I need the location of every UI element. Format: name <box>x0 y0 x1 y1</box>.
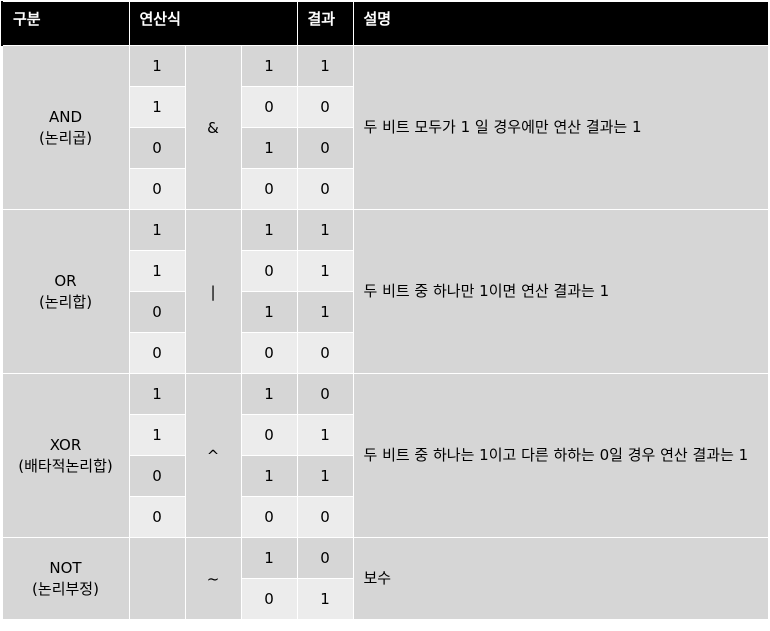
operator-cell: & <box>184 45 242 210</box>
category-cell-not: NOT (논리부정) <box>1 537 130 620</box>
result-value: 0 <box>296 127 354 169</box>
operator-cell: | <box>184 209 242 374</box>
result-value: 1 <box>296 45 354 87</box>
description-cell: 두 비트 모두가 1 일 경우에만 연산 결과는 1 <box>352 45 769 210</box>
category-name: XOR <box>49 435 82 454</box>
category-alias: (논리합) <box>38 292 93 311</box>
result-value: 0 <box>296 332 354 374</box>
operand-b: 1 <box>240 209 298 251</box>
category-name: NOT <box>49 558 82 577</box>
result-value: 1 <box>296 414 354 456</box>
operand-b: 0 <box>240 168 298 210</box>
result-value: 1 <box>296 291 354 333</box>
table-row: 0 0 0 <box>2 496 769 538</box>
operand-a: 0 <box>128 291 186 333</box>
operand-b: 0 <box>240 250 298 292</box>
operand-a: 1 <box>128 86 186 128</box>
result-value: 1 <box>296 578 354 620</box>
operand-b: 1 <box>240 455 298 497</box>
operand-a: 1 <box>128 45 186 87</box>
operand-b: 1 <box>240 127 298 169</box>
operand-a: 1 <box>128 209 186 251</box>
category-alias: (논리부정) <box>32 579 99 598</box>
description-cell: 두 비트 중 하나만 1이면 연산 결과는 1 <box>352 209 769 374</box>
result-value: 1 <box>296 209 354 251</box>
operand-a: 1 <box>128 250 186 292</box>
table-row: NOT (논리부정) ~ 1 0 보수 <box>1 537 769 620</box>
result-value: 0 <box>296 168 354 210</box>
bitwise-operator-table: 구분 연산식 결과 설명 AND (논리곱) 1 & 1 1 두 비트 모두가 … <box>1 1 769 620</box>
table-header-row: 구분 연산식 결과 설명 <box>1 1 769 46</box>
operand-b: 1 <box>240 373 298 415</box>
category-alias: (논리곱) <box>38 128 93 147</box>
table-row: 1 0 0 <box>2 86 769 128</box>
category-alias: (배타적논리합) <box>18 456 113 475</box>
description-cell: 두 비트 중 하나는 1이고 다른 하하는 0일 경우 연산 결과는 1 <box>352 373 769 538</box>
category-name: OR <box>54 271 77 290</box>
header-result: 결과 <box>296 1 354 46</box>
operand-b: 0 <box>240 414 298 456</box>
table-row: 0 1 1 <box>2 291 769 333</box>
operand-a: 1 <box>128 373 186 415</box>
table-row: 0 1 1 <box>2 455 769 497</box>
table-row: OR (논리합) 1 | 1 1 두 비트 중 하나만 1이면 연산 결과는 1 <box>1 209 769 374</box>
category-cell-or: OR (논리합) <box>1 209 130 374</box>
operand-a-empty <box>128 537 186 620</box>
table-row: 1 0 1 <box>2 414 769 456</box>
operand-b: 1 <box>240 291 298 333</box>
header-category: 구분 <box>1 1 130 46</box>
operator-cell: ~ <box>184 537 242 620</box>
category-cell-and: AND (논리곱) <box>1 45 130 210</box>
operand-a: 0 <box>128 455 186 497</box>
operand-b: 1 <box>240 537 298 579</box>
operand-b: 1 <box>240 45 298 87</box>
table-row: 1 0 1 <box>2 250 769 292</box>
operand-b: 0 <box>240 578 298 620</box>
result-value: 0 <box>296 537 354 579</box>
table-row: XOR (배타적논리합) 1 ^ 1 0 두 비트 중 하나는 1이고 다른 하… <box>1 373 769 538</box>
header-description: 설명 <box>352 1 769 46</box>
table-row: 0 0 0 <box>2 168 769 210</box>
operand-b: 0 <box>240 86 298 128</box>
table-row: 0 1 0 <box>2 127 769 169</box>
result-value: 0 <box>296 496 354 538</box>
operator-cell: ^ <box>184 373 242 538</box>
table-row: AND (논리곱) 1 & 1 1 두 비트 모두가 1 일 경우에만 연산 결… <box>1 45 769 210</box>
description-cell: 보수 <box>352 537 769 620</box>
table-row: 0 0 0 <box>2 332 769 374</box>
operand-a: 0 <box>128 496 186 538</box>
category-name: AND <box>48 107 83 126</box>
result-value: 1 <box>296 250 354 292</box>
operand-a: 0 <box>128 168 186 210</box>
category-cell-xor: XOR (배타적논리합) <box>1 373 130 538</box>
operand-b: 0 <box>240 496 298 538</box>
operand-b: 0 <box>240 332 298 374</box>
header-expression: 연산식 <box>128 1 298 46</box>
operand-a: 0 <box>128 332 186 374</box>
operand-a: 1 <box>128 414 186 456</box>
result-value: 0 <box>296 86 354 128</box>
table-row: 0 1 <box>2 578 769 620</box>
operand-a: 0 <box>128 127 186 169</box>
result-value: 0 <box>296 373 354 415</box>
result-value: 1 <box>296 455 354 497</box>
